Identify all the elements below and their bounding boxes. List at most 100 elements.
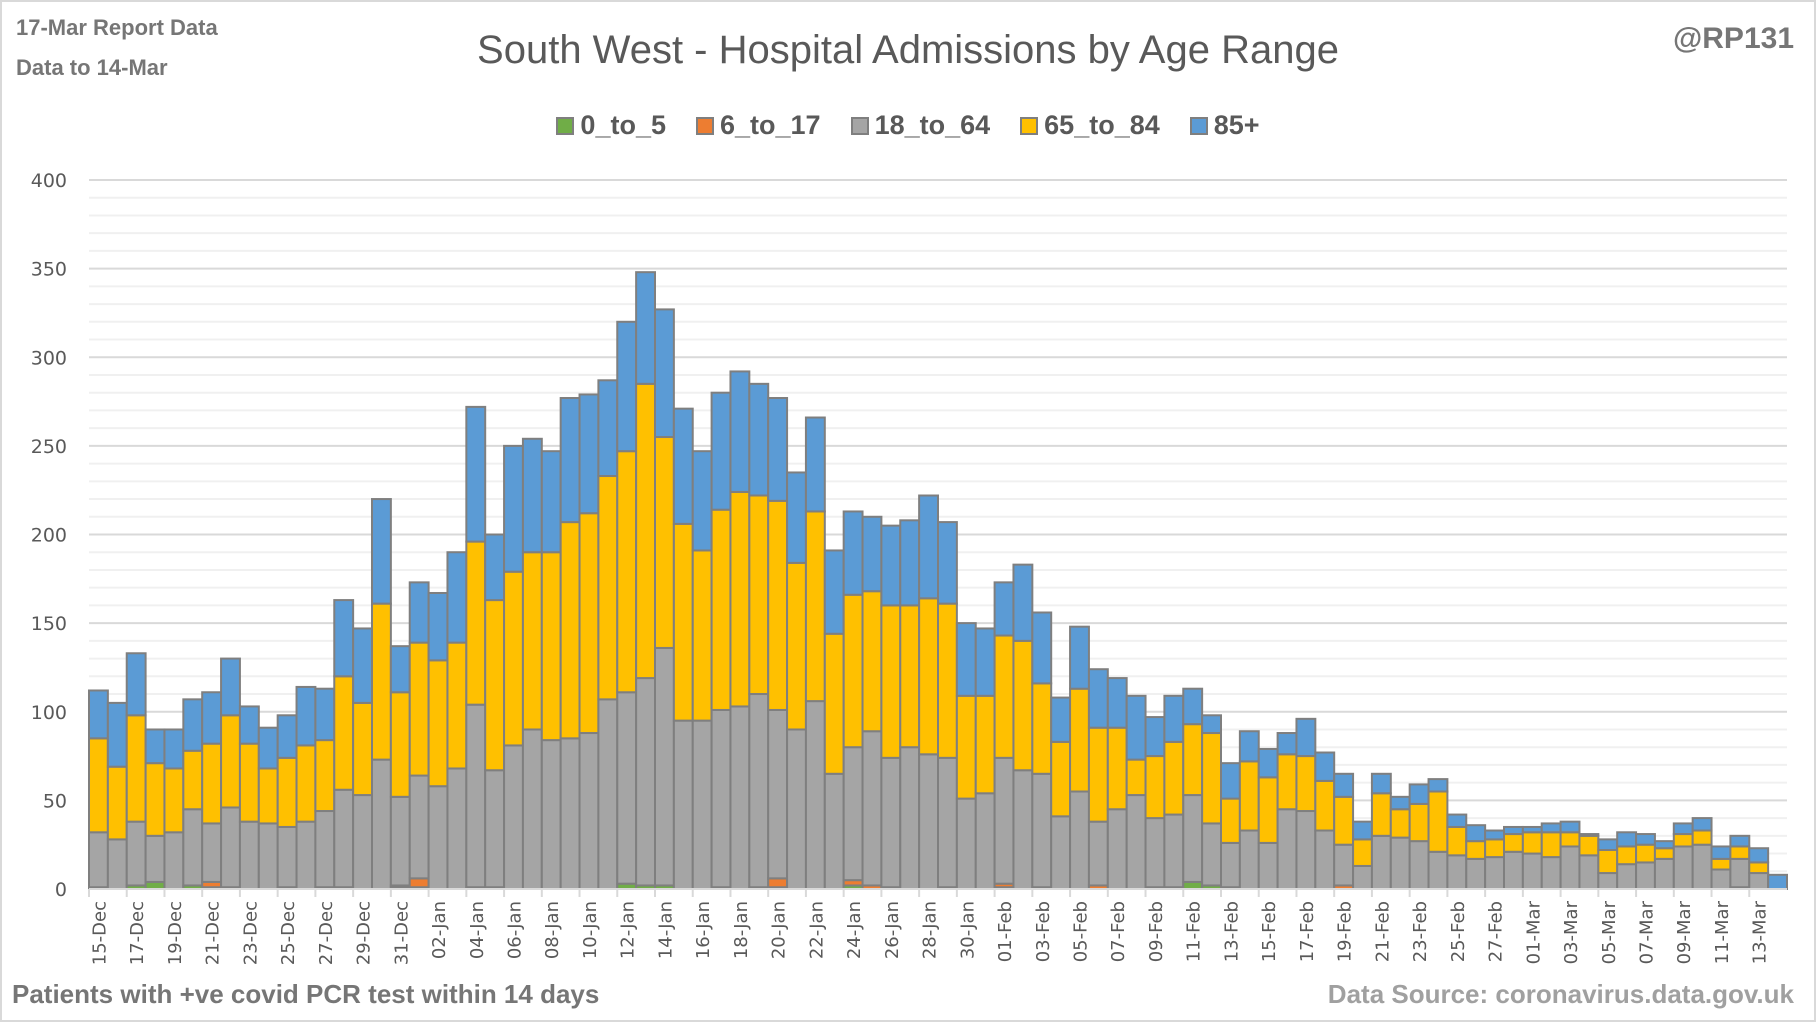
bar-segment-85-plus-09-Mar xyxy=(1672,822,1694,836)
bar-segment-65-to-84-14-Feb xyxy=(1238,760,1260,832)
bar-segment-65-to-84-16-Jan xyxy=(691,549,713,722)
bar-segment-65-to-84-04-Jan xyxy=(465,540,487,706)
bar-segment-65-to-84-25-Feb xyxy=(1446,825,1468,857)
bar-segment-85-plus-06-Mar xyxy=(1616,831,1638,848)
bar-segment-18-to-64-23-Jan xyxy=(823,772,845,890)
x-tick-label: 01-Feb xyxy=(995,901,1016,962)
bar-segment-65-to-84-07-Jan xyxy=(521,551,543,731)
bar-segment-85-plus-16-Jan xyxy=(691,450,713,552)
bar-segment-18-to-64-10-Jan xyxy=(578,732,600,891)
bar-segment-85-plus-03-Feb xyxy=(1031,611,1053,685)
x-tick-label: 03-Mar xyxy=(1561,900,1582,964)
bar-segment-85-plus-04-Feb xyxy=(1050,696,1072,743)
x-tick-label: 05-Mar xyxy=(1599,900,1620,964)
bar-segment-18-to-64-13-Jan xyxy=(635,677,657,887)
bar-segment-85-plus-15-Jan xyxy=(672,407,694,525)
bar-segment-85-plus-26-Jan xyxy=(880,524,902,607)
bar-segment-65-to-84-08-Jan xyxy=(540,551,562,742)
legend-swatch xyxy=(850,116,869,135)
bar-segment-85-plus-03-Mar xyxy=(1559,820,1581,834)
bar-segment-65-to-84-19-Dec xyxy=(163,767,185,834)
bar-segment-85-plus-06-Jan xyxy=(503,444,524,573)
bar-segment-18-to-64-01-Mar xyxy=(1521,852,1543,890)
x-tick-label: 09-Feb xyxy=(1146,901,1167,962)
bar-segment-65-to-84-01-Feb xyxy=(993,634,1015,759)
bar-segment-85-plus-27-Jan xyxy=(899,519,921,607)
bar-segment-6-to-17-01-Jan xyxy=(408,877,430,889)
bar-segment-85-plus-25-Feb xyxy=(1446,813,1468,828)
x-tick-label: 10-Jan xyxy=(580,901,601,959)
bar-segment-18-to-64-08-Feb xyxy=(1125,794,1147,890)
bar-segment-85-plus-25-Dec xyxy=(276,714,298,759)
bar-segment-18-to-64-28-Jan xyxy=(918,753,940,890)
bar-segment-85-plus-19-Dec xyxy=(163,728,185,770)
bar-segment-18-to-64-12-Mar xyxy=(1729,857,1751,889)
bar-segment-18-to-64-27-Jan xyxy=(899,746,921,891)
legend-item-85-plus: 85+ xyxy=(1189,110,1260,141)
bar-segment-85-plus-20-Jan xyxy=(767,397,789,502)
legend-swatch xyxy=(695,116,714,135)
legend-item-6-to-17: 6_to_17 xyxy=(695,110,821,141)
bar-segment-18-to-64-02-Feb xyxy=(1012,769,1034,890)
bar-segment-65-to-84-29-Jan xyxy=(937,602,958,759)
x-tick-label: 20-Jan xyxy=(769,901,790,959)
bar-segment-85-plus-23-Dec xyxy=(238,705,260,745)
bar-segment-65-to-84-25-Jan xyxy=(861,590,883,733)
bar-segment-65-to-84-13-Jan xyxy=(635,382,657,680)
bar-segment-18-to-64-25-Feb xyxy=(1446,854,1468,891)
bar-segment-18-to-64-04-Feb xyxy=(1050,815,1072,891)
bar-segment-85-plus-22-Dec xyxy=(220,657,241,717)
x-tick-label: 27-Dec xyxy=(316,901,337,965)
bar-segment-65-to-84-18-Jan xyxy=(729,490,751,708)
x-tick-label: 31-Dec xyxy=(391,901,412,965)
bar-segment-18-to-64-02-Mar xyxy=(1540,856,1562,890)
bar-segment-18-to-64-12-Jan xyxy=(616,691,638,885)
bar-segment-65-to-84-11-Jan xyxy=(597,475,619,701)
bar-segment-18-to-64-11-Feb xyxy=(1182,794,1204,883)
bar-segment-85-plus-28-Jan xyxy=(918,494,940,600)
bar-segment-65-to-84-11-Mar xyxy=(1710,857,1732,871)
bar-segment-18-to-64-31-Dec xyxy=(389,795,411,887)
bar-segment-85-plus-31-Dec xyxy=(389,645,411,694)
bar-segment-85-plus-12-Feb xyxy=(1201,714,1222,735)
bar-segment-18-to-64-24-Dec xyxy=(257,822,279,890)
bar-segment-85-plus-30-Jan xyxy=(955,622,977,697)
bar-segment-18-to-64-08-Jan xyxy=(540,739,562,890)
bar-segment-18-to-64-01-Feb xyxy=(993,756,1015,885)
bar-segment-18-to-64-28-Feb xyxy=(1503,850,1524,891)
bar-segment-85-plus-20-Dec xyxy=(182,698,204,752)
bar-segment-65-to-84-02-Mar xyxy=(1540,831,1562,859)
bar-segment-65-to-84-09-Feb xyxy=(1144,755,1166,820)
bar-segment-65-to-84-08-Mar xyxy=(1653,847,1675,860)
bar-segment-85-plus-03-Jan xyxy=(446,551,468,644)
bar-segment-18-to-64-21-Jan xyxy=(786,728,807,890)
bar-segment-18-to-64-29-Dec xyxy=(352,794,373,890)
x-tick-label: 23-Dec xyxy=(240,901,261,965)
x-tick-label: 28-Jan xyxy=(920,901,941,959)
bar-segment-85-plus-11-Feb xyxy=(1182,687,1204,726)
x-tick-label: 07-Feb xyxy=(1108,901,1129,962)
bar-segment-85-plus-17-Dec xyxy=(125,652,147,717)
y-tick-label: 150 xyxy=(31,613,67,635)
x-tick-label: 17-Dec xyxy=(127,901,148,965)
bar-segment-85-plus-16-Dec xyxy=(106,701,128,768)
bar-segment-18-to-64-27-Dec xyxy=(314,810,336,889)
bar-segment-18-to-64-26-Jan xyxy=(880,756,902,889)
bar-segment-85-plus-21-Dec xyxy=(201,691,223,745)
bar-segment-85-plus-29-Dec xyxy=(352,627,373,704)
x-tick-label: 03-Feb xyxy=(1033,901,1054,962)
bar-segment-18-to-64-05-Feb xyxy=(1069,790,1090,891)
bar-segment-85-plus-21-Jan xyxy=(786,471,807,564)
bar-segment-18-to-64-11-Mar xyxy=(1710,868,1732,891)
bar-segment-65-to-84-09-Mar xyxy=(1672,833,1694,848)
bar-segment-65-to-84-17-Dec xyxy=(125,714,147,823)
bar-segment-18-to-64-14-Feb xyxy=(1238,829,1260,891)
bar-segment-85-plus-01-Jan xyxy=(408,581,430,644)
legend-item-0-to-5: 0_to_5 xyxy=(556,110,666,141)
x-tick-label: 30-Jan xyxy=(957,901,978,959)
bar-segment-85-plus-24-Dec xyxy=(257,726,279,770)
bar-segment-85-plus-22-Jan xyxy=(804,416,826,513)
data-to-label: Data to 14-Mar xyxy=(16,55,168,80)
bar-segment-85-plus-28-Dec xyxy=(333,599,355,678)
